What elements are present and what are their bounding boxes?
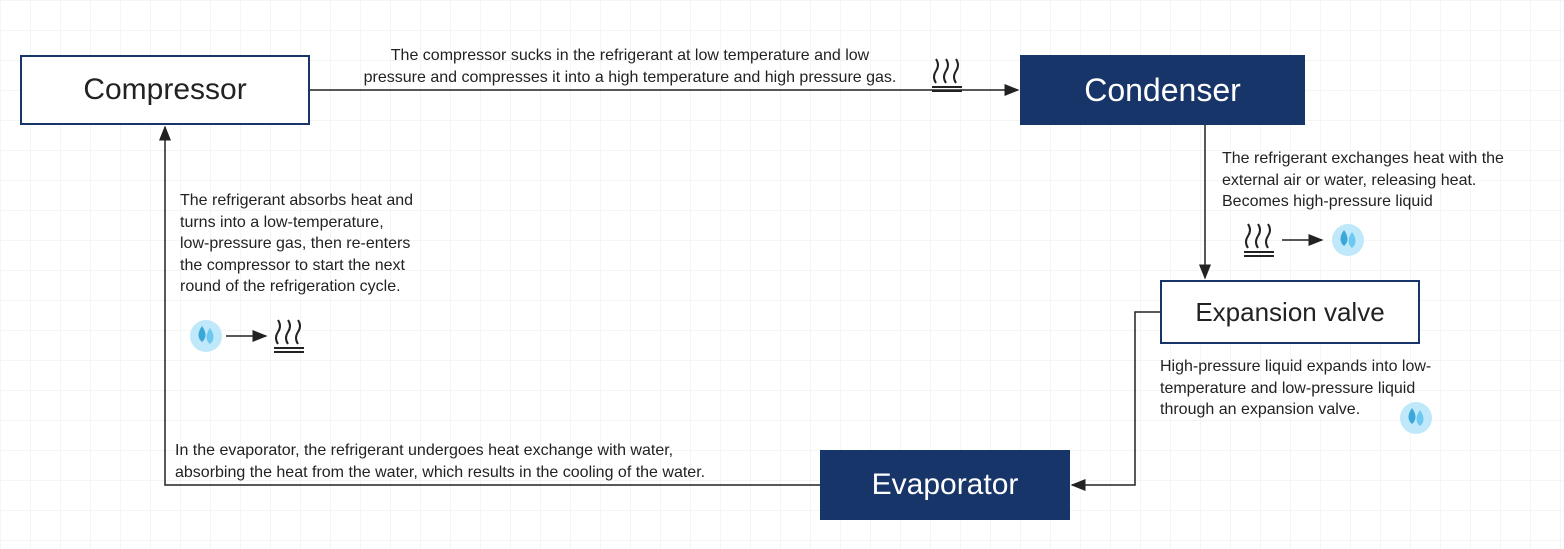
heat-icon <box>1242 220 1280 263</box>
water-drop-icon <box>1330 222 1366 263</box>
desc-d1-text: The compressor sucks in the refrigerant … <box>364 47 897 86</box>
desc-evaporator-detail: In the evaporator, the refrigerant under… <box>175 440 805 483</box>
desc-evaporator-to-compressor: The refrigerant absorbs heat and turns i… <box>180 190 460 298</box>
edge-evaporator-compressor <box>165 127 820 485</box>
desc-d2-text: The refrigerant exchanges heat with the … <box>1222 150 1504 210</box>
node-condenser-label: Condenser <box>1084 72 1241 109</box>
node-condenser: Condenser <box>1020 55 1305 125</box>
desc-d3-text: High-pressure liquid expands into low- t… <box>1160 358 1431 418</box>
heat-icon <box>930 55 968 98</box>
water-drop-icon <box>1398 400 1434 441</box>
heat-icon <box>272 316 310 359</box>
desc-d4-text: In the evaporator, the refrigerant under… <box>175 442 705 481</box>
node-evaporator-label: Evaporator <box>872 468 1019 502</box>
water-drop-icon <box>188 318 224 359</box>
diagram-canvas: Compressor Condenser Expansion valve Eva… <box>0 0 1564 549</box>
node-expansion-label: Expansion valve <box>1195 297 1384 328</box>
node-evaporator: Evaporator <box>820 450 1070 520</box>
node-compressor-label: Compressor <box>83 73 246 107</box>
desc-condenser-to-expansion: The refrigerant exchanges heat with the … <box>1222 148 1542 213</box>
node-expansion: Expansion valve <box>1160 280 1420 344</box>
desc-compressor-to-condenser: The compressor sucks in the refrigerant … <box>340 45 920 88</box>
node-compressor: Compressor <box>20 55 310 125</box>
edge-expansion-evaporator <box>1072 312 1160 485</box>
desc-d5-text: The refrigerant absorbs heat and turns i… <box>180 192 413 295</box>
